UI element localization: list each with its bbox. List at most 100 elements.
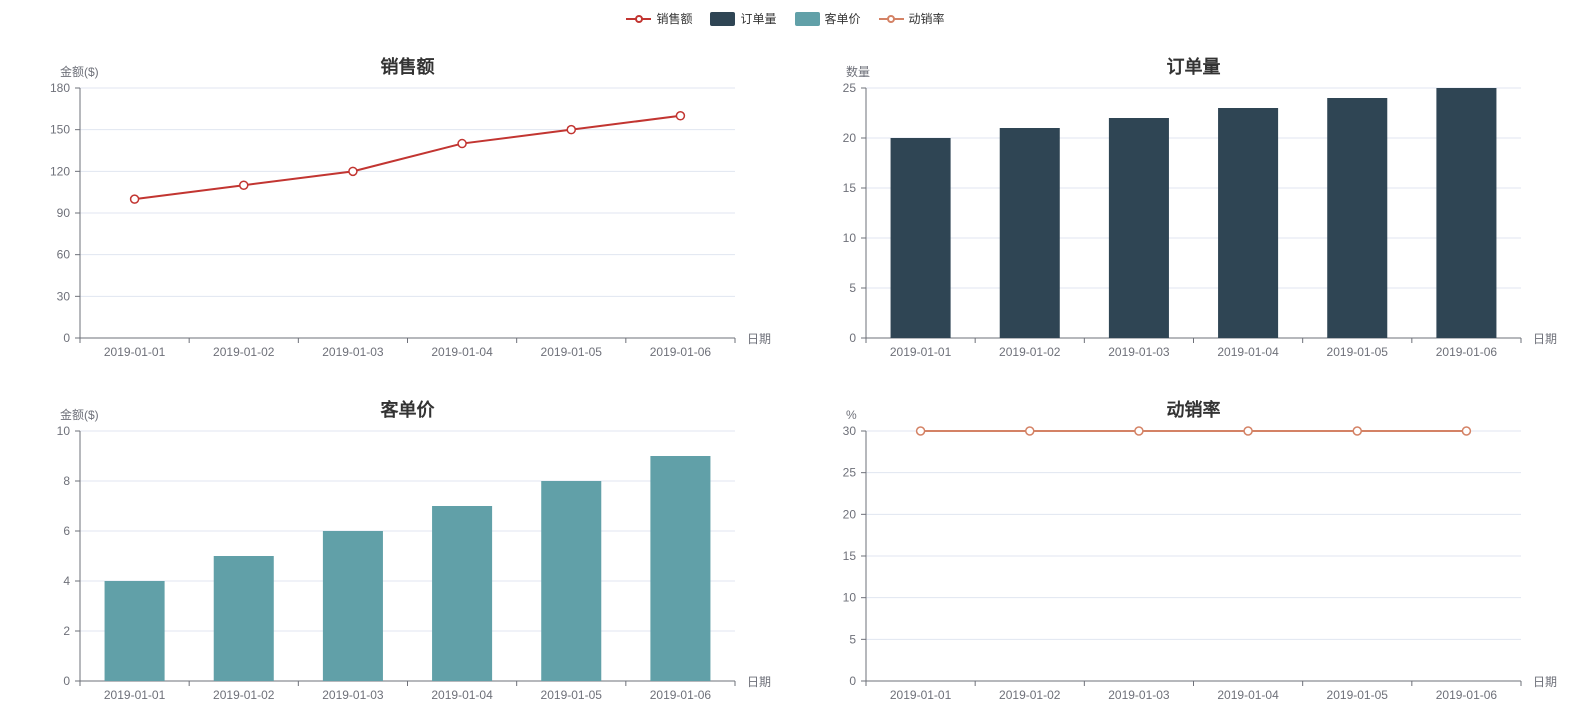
line-marker[interactable] <box>1025 427 1033 435</box>
x-tick-label: 2019-01-03 <box>322 688 384 702</box>
y-tick-label: 0 <box>849 331 856 345</box>
x-tick-label: 2019-01-01 <box>104 345 166 359</box>
y-tick-label: 10 <box>57 424 71 438</box>
x-tick-label: 2019-01-04 <box>431 688 493 702</box>
bar[interactable] <box>650 456 710 681</box>
y-tick-label: 5 <box>849 281 856 295</box>
y-tick-label: 25 <box>842 466 856 480</box>
chart-panel-orders: 订单量数量日期05101520252019-01-012019-01-02201… <box>786 33 1571 376</box>
chart-title: 销售额 <box>381 56 435 77</box>
x-tick-label: 2019-01-03 <box>322 345 384 359</box>
legend-item-销售额[interactable]: 销售额 <box>626 10 692 27</box>
line-marker[interactable] <box>1134 427 1142 435</box>
legend-label: 订单量 <box>740 10 776 27</box>
x-tick-label: 2019-01-01 <box>889 688 951 702</box>
bar[interactable] <box>1436 88 1496 338</box>
legend-item-订单量[interactable]: 订单量 <box>710 10 776 27</box>
legend-label: 动销率 <box>909 10 945 27</box>
y-tick-label: 0 <box>63 331 70 345</box>
y-tick-label: 0 <box>63 674 70 688</box>
x-tick-label: 2019-01-02 <box>999 345 1061 359</box>
line-marker[interactable] <box>567 126 575 134</box>
y-tick-label: 10 <box>842 591 856 605</box>
line-marker[interactable] <box>1353 427 1361 435</box>
chart-svg[interactable]: 销售额金额($)日期03060901201501802019-01-012019… <box>0 33 785 376</box>
y-axis-name: 金额($) <box>60 407 99 422</box>
x-axis-name: 日期 <box>1533 332 1557 346</box>
x-axis-name: 日期 <box>1533 675 1557 689</box>
line-marker[interactable] <box>349 167 357 175</box>
line-marker[interactable] <box>1462 427 1470 435</box>
x-tick-label: 2019-01-05 <box>1326 688 1388 702</box>
x-tick-label: 2019-01-03 <box>1108 688 1170 702</box>
y-tick-label: 120 <box>50 164 70 178</box>
bar[interactable] <box>999 128 1059 338</box>
bar[interactable] <box>1327 98 1387 338</box>
legend-rect-icon <box>710 12 735 26</box>
chart-title: 客单价 <box>381 399 436 420</box>
line-series[interactable] <box>135 116 681 199</box>
x-axis-name: 日期 <box>747 332 771 346</box>
x-axis-name: 日期 <box>747 675 771 689</box>
x-tick-label: 2019-01-04 <box>1217 345 1279 359</box>
x-tick-label: 2019-01-01 <box>104 688 166 702</box>
x-tick-label: 2019-01-02 <box>213 345 275 359</box>
y-tick-label: 20 <box>842 131 856 145</box>
chart-svg[interactable]: 客单价金额($)日期02468102019-01-012019-01-02201… <box>0 376 785 719</box>
bar[interactable] <box>1218 108 1278 338</box>
y-tick-label: 4 <box>63 574 70 588</box>
y-tick-label: 15 <box>842 181 856 195</box>
line-marker[interactable] <box>1244 427 1252 435</box>
chart-title: 订单量 <box>1166 56 1220 77</box>
legend: 销售额 订单量 客单价 动销率 <box>0 0 1571 33</box>
line-marker[interactable] <box>676 112 684 120</box>
bar[interactable] <box>214 556 274 681</box>
bar[interactable] <box>1108 118 1168 338</box>
x-tick-label: 2019-01-01 <box>889 345 951 359</box>
x-tick-label: 2019-01-05 <box>1326 345 1388 359</box>
y-tick-label: 8 <box>63 474 70 488</box>
x-tick-label: 2019-01-04 <box>1217 688 1279 702</box>
y-tick-label: 0 <box>849 674 856 688</box>
x-tick-label: 2019-01-06 <box>650 345 712 359</box>
x-tick-label: 2019-01-05 <box>541 688 603 702</box>
y-tick-label: 30 <box>57 289 71 303</box>
x-tick-label: 2019-01-02 <box>999 688 1061 702</box>
legend-label: 客单价 <box>825 10 861 27</box>
chart-panel-avg: 客单价金额($)日期02468102019-01-012019-01-02201… <box>0 376 786 719</box>
y-tick-label: 150 <box>50 123 70 137</box>
bar[interactable] <box>323 531 383 681</box>
bar[interactable] <box>105 581 165 681</box>
x-tick-label: 2019-01-04 <box>431 345 493 359</box>
chart-panel-rate: 动销率%日期0510152025302019-01-012019-01-0220… <box>786 376 1571 719</box>
x-tick-label: 2019-01-02 <box>213 688 275 702</box>
y-axis-name: % <box>846 408 857 422</box>
y-tick-label: 180 <box>50 81 70 95</box>
legend-rect-icon <box>795 12 820 26</box>
y-tick-label: 15 <box>842 549 856 563</box>
chart-grid: 销售额金额($)日期03060901201501802019-01-012019… <box>0 33 1571 719</box>
y-tick-label: 20 <box>842 507 856 521</box>
legend-item-动销率[interactable]: 动销率 <box>879 10 945 27</box>
x-tick-label: 2019-01-06 <box>650 688 712 702</box>
y-axis-name: 数量 <box>846 64 870 79</box>
y-tick-label: 5 <box>849 632 856 646</box>
x-tick-label: 2019-01-03 <box>1108 345 1170 359</box>
line-marker[interactable] <box>916 427 924 435</box>
y-tick-label: 90 <box>57 206 71 220</box>
line-marker[interactable] <box>240 181 248 189</box>
legend-item-客单价[interactable]: 客单价 <box>795 10 861 27</box>
x-tick-label: 2019-01-06 <box>1435 688 1497 702</box>
x-tick-label: 2019-01-06 <box>1435 345 1497 359</box>
y-tick-label: 6 <box>63 524 70 538</box>
bar[interactable] <box>890 138 950 338</box>
chart-title: 动销率 <box>1166 399 1220 420</box>
bar[interactable] <box>432 506 492 681</box>
line-marker[interactable] <box>131 195 139 203</box>
chart-panel-sales: 销售额金额($)日期03060901201501802019-01-012019… <box>0 33 786 376</box>
bar[interactable] <box>541 481 601 681</box>
line-marker[interactable] <box>458 140 466 148</box>
y-tick-label: 10 <box>842 231 856 245</box>
chart-svg[interactable]: 订单量数量日期05101520252019-01-012019-01-02201… <box>786 33 1571 376</box>
chart-svg[interactable]: 动销率%日期0510152025302019-01-012019-01-0220… <box>786 376 1571 719</box>
